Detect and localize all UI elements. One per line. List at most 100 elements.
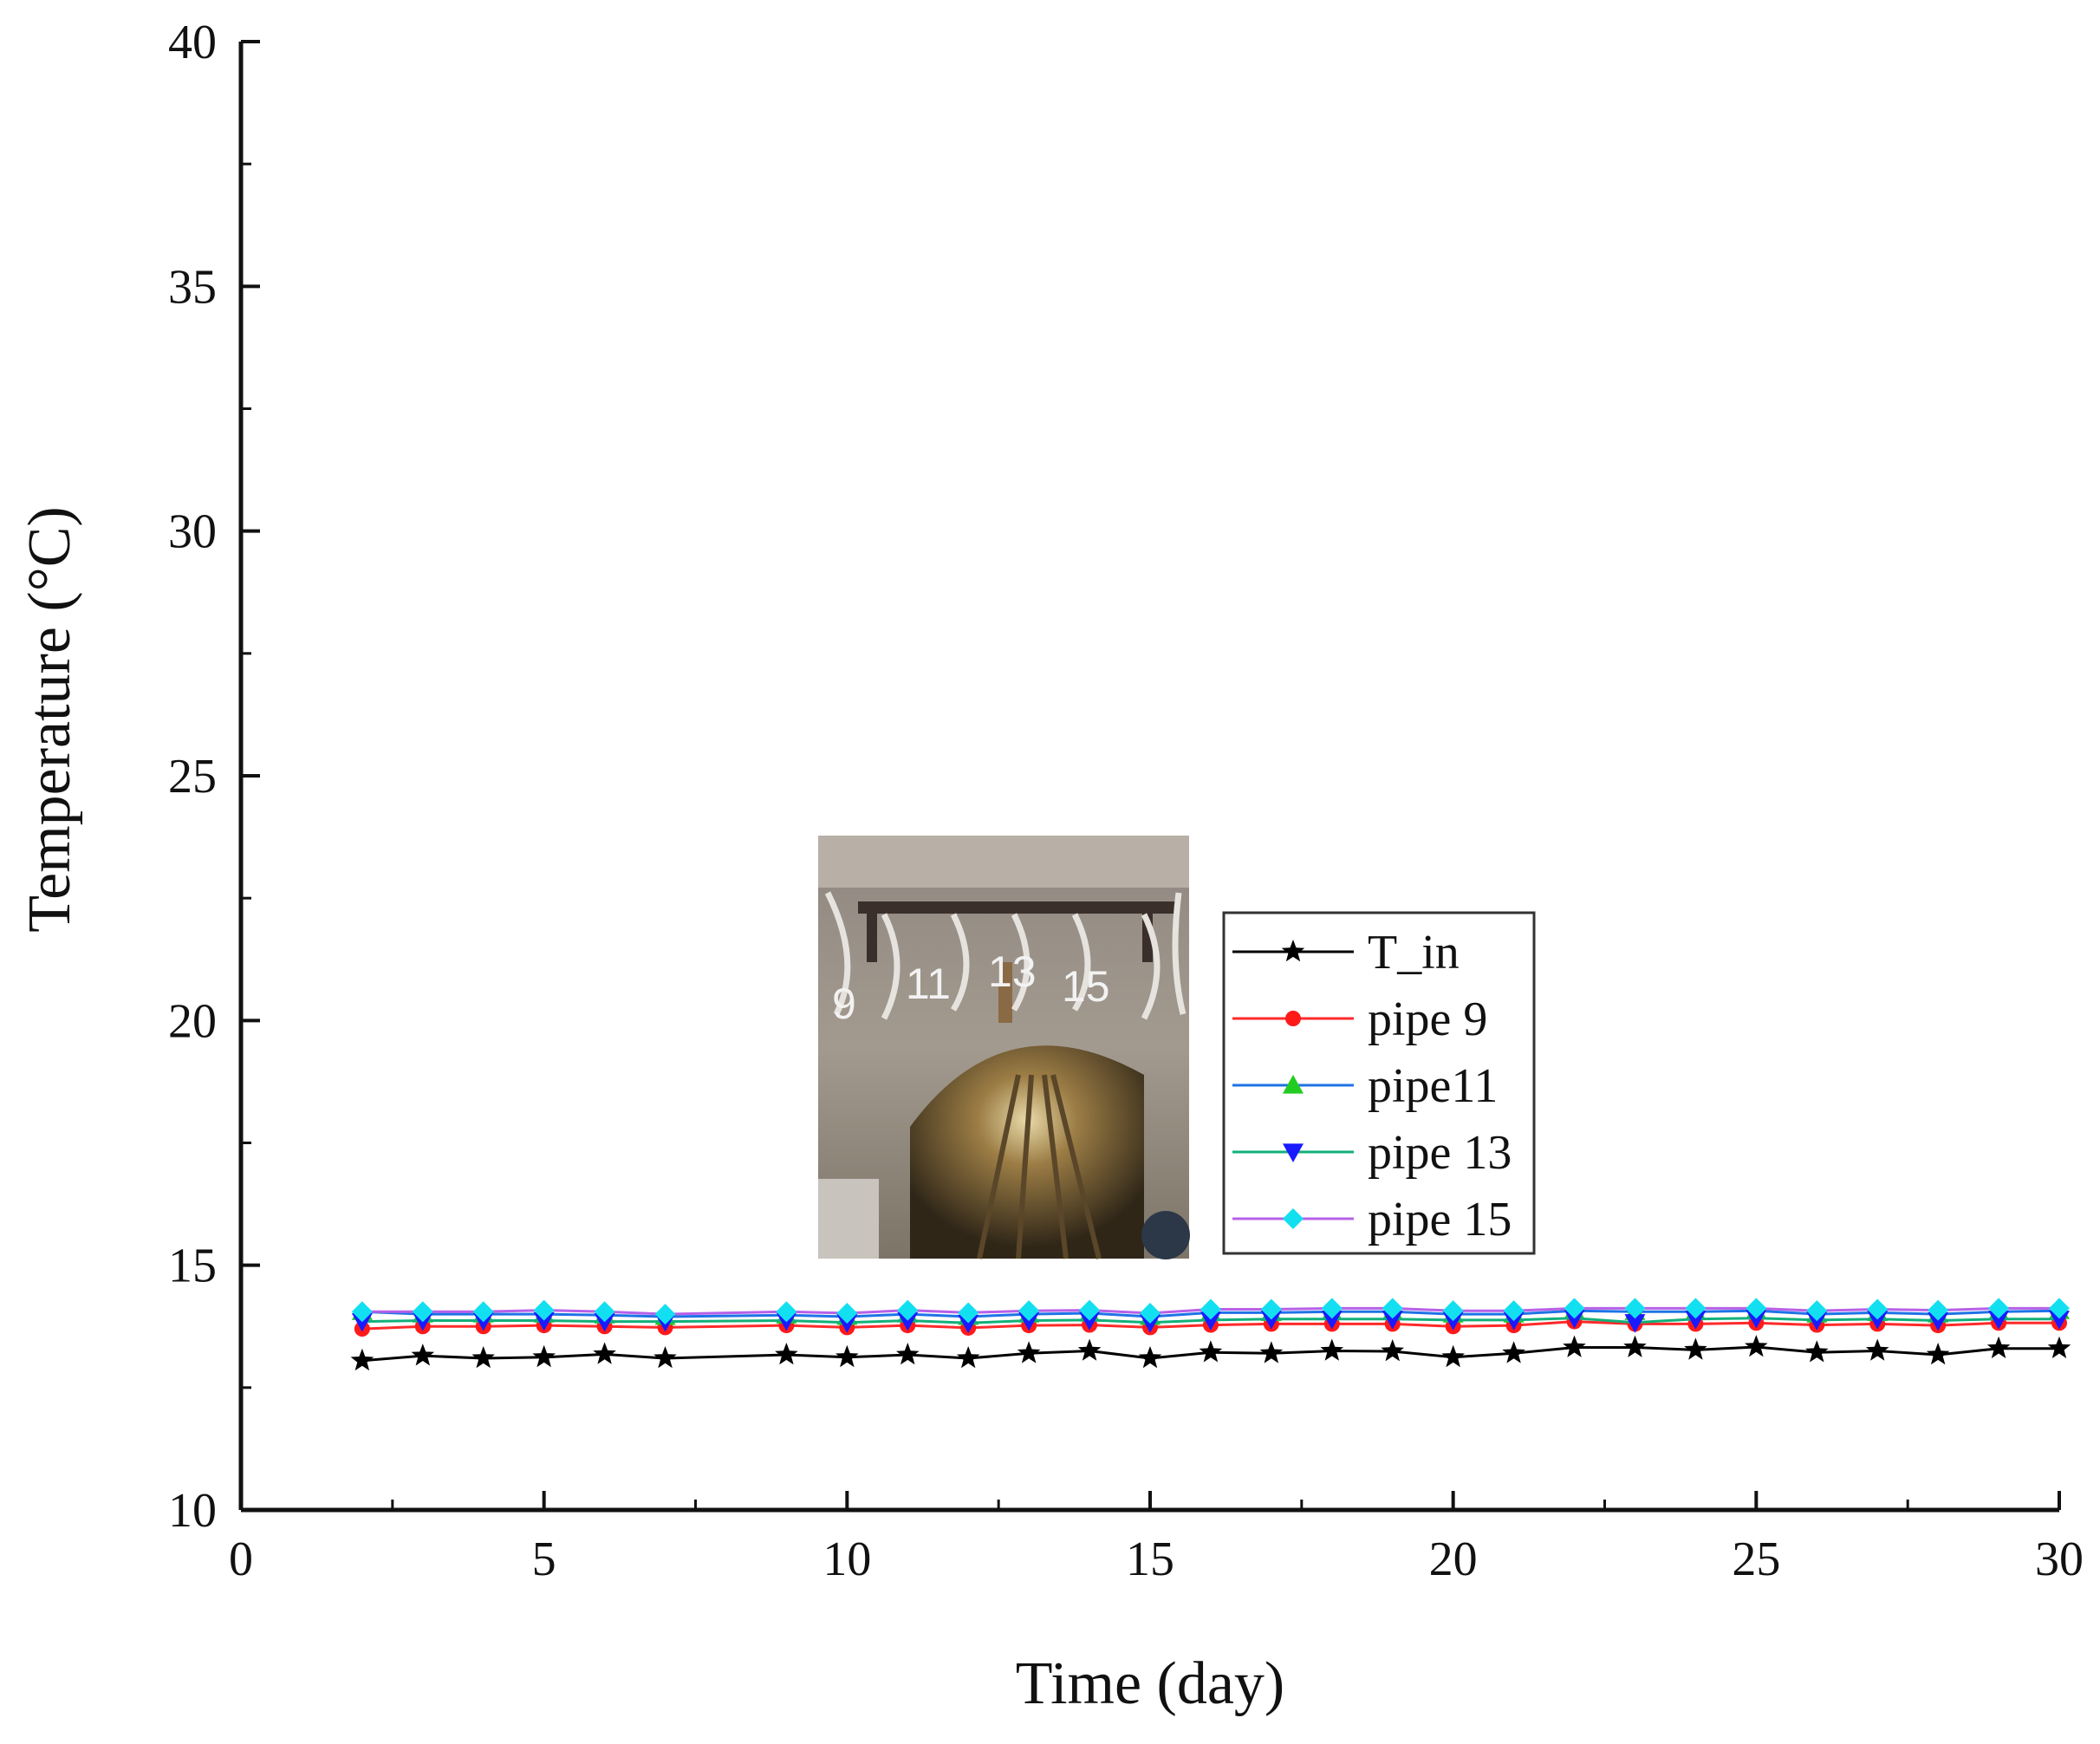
data-point (1018, 1311, 1040, 1331)
series-line (361, 1345, 2059, 1363)
y-axis-title: Temperature (°C) (16, 506, 83, 932)
data-point (1805, 1340, 1829, 1363)
data-point (958, 1314, 979, 1334)
y-tick-label: 20 (168, 994, 217, 1048)
data-point (533, 1299, 555, 1321)
legend-marker (1283, 1143, 1304, 1162)
photo-label-11: 11 (906, 960, 951, 1008)
data-point (2049, 1298, 2070, 1319)
data-point (1441, 1344, 1465, 1368)
data-point (351, 1301, 373, 1323)
y-tick-label: 35 (168, 260, 217, 314)
data-point (1928, 1299, 1949, 1321)
data-point (1321, 1311, 1343, 1330)
axis-tick-labels: 0 5 10 15 20 25 30 10 15 20 25 30 35 40 (168, 16, 2084, 1586)
data-point (1200, 1311, 1221, 1331)
legend-entry: pipe11 (1232, 1059, 1498, 1113)
data-point (2049, 1311, 2070, 1330)
series-line (361, 1306, 2059, 1316)
legend-marker (1285, 1011, 1301, 1026)
series-layer (350, 1298, 2071, 1371)
legend-entry: T_in (1232, 926, 1460, 979)
legend-entry: pipe 13 (1232, 1126, 1512, 1180)
x-tick-label: 20 (1429, 1533, 1478, 1586)
data-point (1079, 1299, 1101, 1321)
data-point (471, 1346, 495, 1369)
x-axis-title: Time (day) (1016, 1650, 1284, 1717)
data-point (350, 1348, 374, 1371)
data-point (594, 1313, 615, 1332)
series-t_in (350, 1335, 2071, 1371)
x-tick-label: 30 (2035, 1533, 2084, 1586)
data-point (1077, 1338, 1102, 1361)
data-point (1382, 1298, 1403, 1319)
data-point (958, 1302, 979, 1324)
data-point (593, 1342, 616, 1364)
data-point (776, 1301, 797, 1323)
data-point (594, 1301, 615, 1323)
data-point (653, 1346, 677, 1369)
data-point (1745, 1335, 1768, 1357)
data-point (1381, 1339, 1404, 1362)
data-point (835, 1344, 859, 1368)
photo-label-9: 9 (832, 979, 856, 1028)
legend-marker (1283, 1208, 1304, 1229)
data-point (1746, 1298, 1767, 1319)
photo-rails (977, 1074, 1102, 1259)
series-line (361, 1309, 2060, 1318)
legend-label: pipe11 (1368, 1059, 1498, 1113)
data-point (654, 1304, 676, 1325)
data-point (412, 1301, 433, 1323)
legend-entry: pipe 15 (1232, 1193, 1512, 1246)
photo-label-15: 15 (1062, 962, 1110, 1011)
x-tick-label: 0 (229, 1533, 253, 1586)
legend-entry: pipe 9 (1232, 992, 1487, 1046)
data-point (1382, 1311, 1403, 1330)
data-point (897, 1311, 919, 1331)
data-point (775, 1343, 798, 1365)
data-point (1806, 1300, 1828, 1322)
data-point (1017, 1341, 1041, 1363)
data-point (1321, 1298, 1343, 1319)
photo-pipe-bracket (858, 901, 1179, 914)
data-point (532, 1344, 556, 1368)
series-pipe-15 (351, 1298, 2070, 1325)
plot-axes (238, 42, 2059, 1513)
data-point (1867, 1311, 1889, 1330)
data-point (1200, 1298, 1221, 1320)
data-point (1685, 1298, 1707, 1319)
data-point (351, 1313, 373, 1332)
y-tick-label: 15 (168, 1240, 217, 1293)
photo-object-right (1141, 1211, 1190, 1259)
data-point (897, 1299, 919, 1321)
data-point (1624, 1298, 1646, 1319)
data-point (1988, 1298, 2010, 1319)
data-point (1685, 1311, 1707, 1330)
x-tick-label: 15 (1126, 1533, 1174, 1586)
data-point (1684, 1337, 1707, 1360)
data-point (1564, 1310, 1585, 1329)
data-point (1563, 1335, 1586, 1357)
legend-label: pipe 13 (1368, 1126, 1512, 1180)
legend-label: pipe 15 (1368, 1193, 1512, 1246)
data-point (1079, 1311, 1101, 1331)
data-point (1624, 1314, 1646, 1333)
data-point (1986, 1336, 2011, 1358)
legend-label: T_in (1368, 926, 1460, 979)
data-point (1503, 1300, 1525, 1322)
photo-post (998, 962, 1012, 1023)
data-point (896, 1343, 920, 1365)
tunnel-inset-photo: 9 11 13 15 (818, 836, 1190, 1259)
y-tick-label: 30 (168, 505, 217, 559)
data-point (533, 1311, 555, 1331)
series-line (361, 1320, 2059, 1331)
data-point (1502, 1341, 1525, 1363)
photo-bracket-left (867, 901, 877, 962)
data-point (1442, 1300, 1464, 1322)
data-point (1926, 1343, 1950, 1365)
data-point (1988, 1311, 2010, 1330)
data-point (1259, 1341, 1284, 1363)
series-line (361, 1317, 2059, 1324)
